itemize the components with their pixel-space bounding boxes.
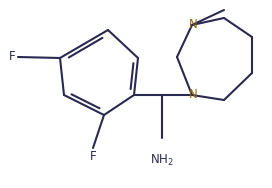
Text: F: F (9, 51, 16, 64)
Text: N: N (188, 89, 197, 102)
Text: F: F (90, 150, 96, 163)
Text: N: N (188, 18, 197, 32)
Text: NH$_2$: NH$_2$ (150, 153, 174, 168)
